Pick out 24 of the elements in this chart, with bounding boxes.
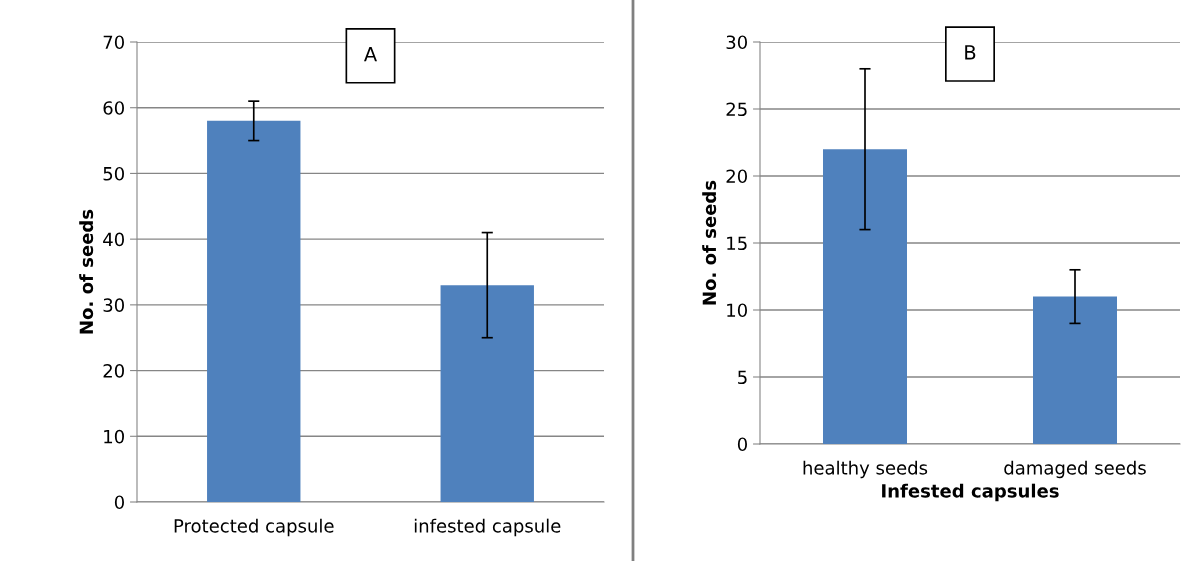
x-tick-label: Protected capsule — [174, 518, 334, 537]
y-tick-label: 5 — [738, 370, 747, 385]
y-tick-label: 60 — [103, 101, 124, 115]
y-axis-title: No. of seeds — [702, 180, 717, 305]
y-tick-label: 20 — [726, 169, 747, 184]
y-axis-title: No. of seeds — [79, 209, 94, 334]
x-tick-label: infested capsule — [414, 518, 561, 537]
annotation: B — [965, 45, 976, 60]
y-tick-label: 0 — [114, 495, 124, 510]
y-tick-label: 25 — [726, 102, 747, 117]
y-tick-label: 30 — [103, 298, 124, 312]
y-tick-label: 20 — [103, 364, 124, 378]
x-tick-label: healthy seeds — [803, 460, 928, 479]
annotation: A — [364, 46, 377, 62]
x-axis-title: Infested capsules — [882, 483, 1059, 502]
y-tick-label: 0 — [737, 437, 747, 452]
y-tick-label: 50 — [103, 166, 124, 181]
y-tick-label: 10 — [104, 429, 124, 444]
y-tick-label: 40 — [103, 232, 124, 247]
x-tick-label: damaged seeds — [1004, 460, 1146, 479]
y-tick-label: 15 — [727, 236, 747, 251]
y-tick-label: 10 — [727, 303, 747, 318]
y-tick-label: 30 — [726, 35, 747, 50]
y-tick-label: 70 — [103, 35, 124, 50]
